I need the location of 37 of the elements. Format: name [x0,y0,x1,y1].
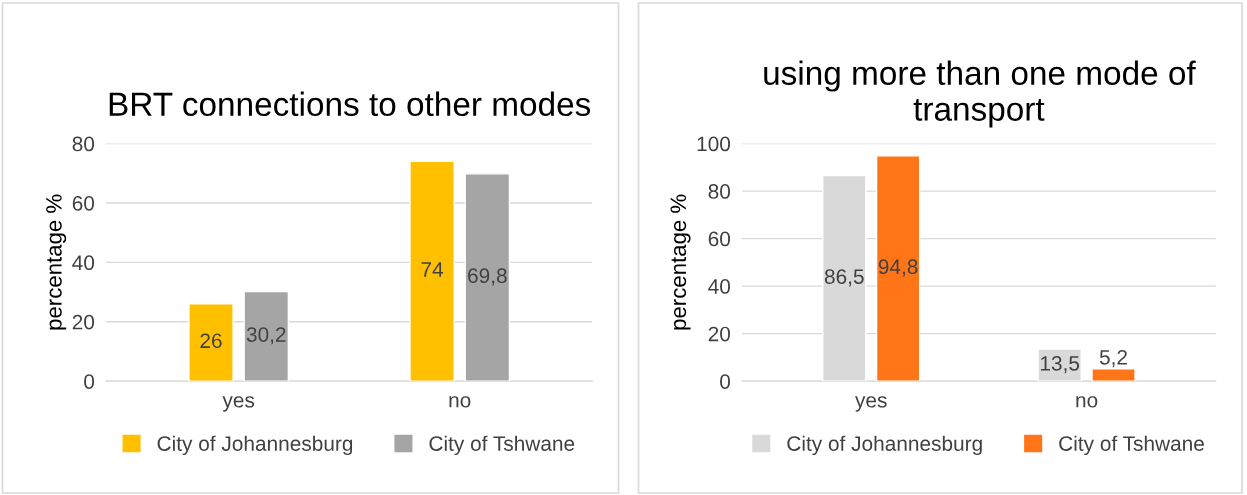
bar [875,155,921,382]
y-tick-label: 40 [72,255,95,271]
y-tick-label: 0 [84,374,95,389]
data-label: 69,8 [468,268,507,286]
y-axis-title: percentage % [670,194,691,330]
chart-title: BRT connections to other modes [109,91,591,117]
y-axis-title: percentage % [46,194,67,330]
legend-label: City of Johannesburg [787,435,982,456]
x-tick-label: yes [222,396,255,412]
y-tick-label: 20 [708,326,731,342]
x-tick-label: no [449,396,471,408]
y-tick-label: 60 [708,231,731,247]
y-tick-label: 0 [720,374,731,389]
data-label: 26 [200,333,222,349]
y-tick-label: 40 [708,279,731,294]
data-label: 13,5 [1040,355,1080,374]
x-tick-label: no [1076,396,1098,408]
bar [188,303,234,382]
data-label: 74 [421,262,444,277]
bar [409,160,455,382]
bar [1091,368,1136,382]
y-tick-label: 80 [708,184,731,199]
y-tick-label: 20 [72,314,95,330]
chart-title: using more than one mode of transport [764,60,1196,128]
x-tick-label: yes [855,396,887,412]
bar [464,173,511,382]
data-label: 30,2 [246,327,286,345]
data-label: 94,8 [878,259,918,277]
legend-label: City of Tshwane [1059,435,1204,456]
legend-label: City of Johannesburg [157,435,353,456]
bar [243,290,290,382]
legend-label: City of Tshwane [429,435,575,456]
y-tick-label: 80 [72,136,95,152]
data-label: 5,2 [1099,349,1127,368]
data-label: 86,5 [824,269,864,287]
y-tick-label: 100 [697,136,731,152]
y-tick-label: 60 [72,195,95,211]
